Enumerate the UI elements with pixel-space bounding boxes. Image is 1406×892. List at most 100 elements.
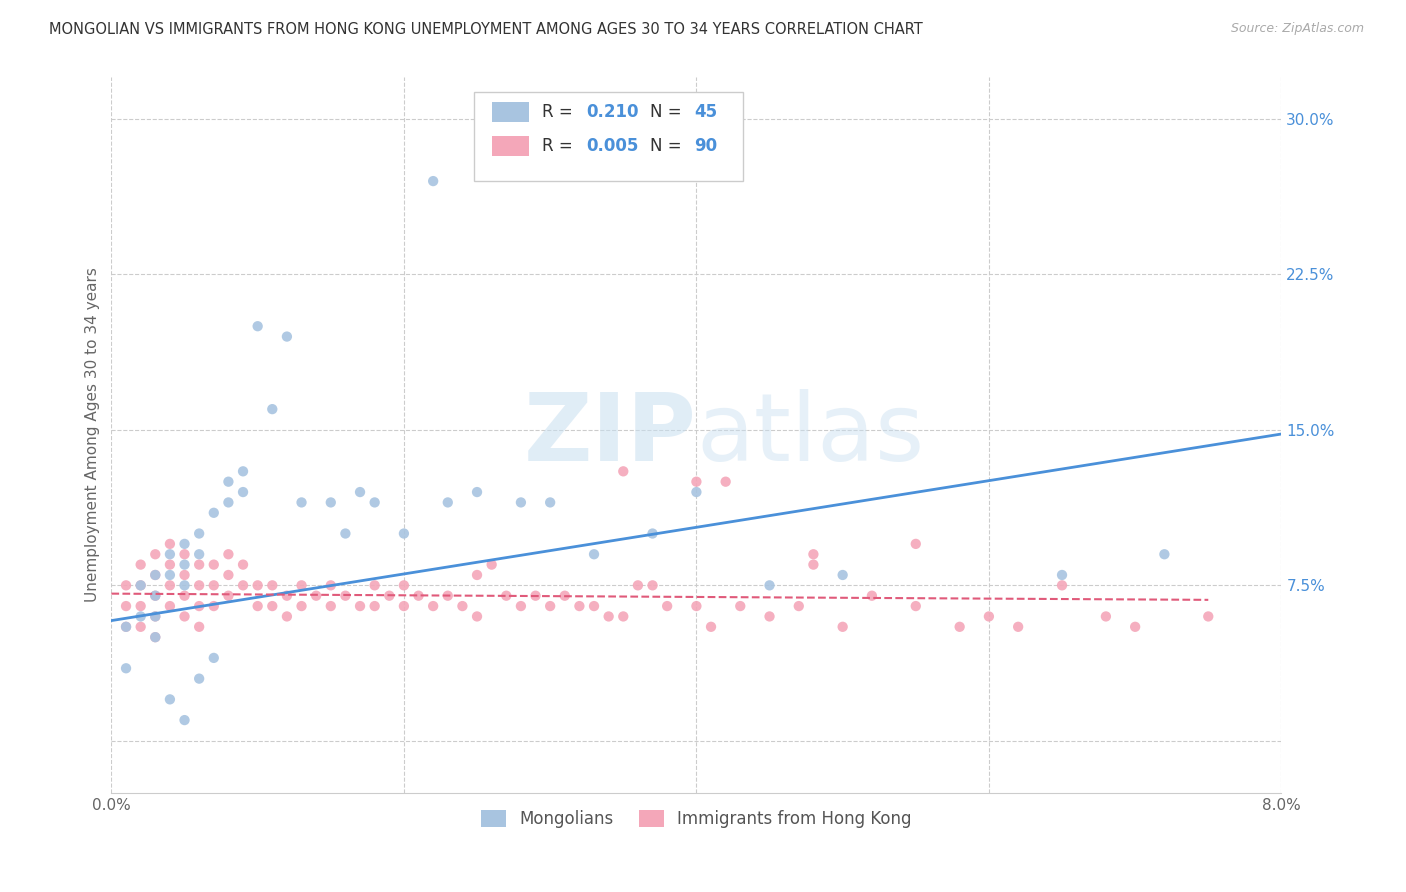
Point: [173, 713, 195, 727]
Point: [217, 568, 239, 582]
Point: [232, 464, 254, 478]
Point: [349, 599, 371, 613]
Point: [949, 620, 972, 634]
Point: [217, 475, 239, 489]
Point: [129, 578, 152, 592]
Point: [173, 609, 195, 624]
Point: [276, 589, 298, 603]
Text: N =: N =: [650, 137, 686, 155]
Point: [1123, 620, 1146, 634]
Point: [436, 589, 458, 603]
Point: [143, 630, 166, 644]
Point: [378, 589, 401, 603]
Point: [143, 589, 166, 603]
Point: [129, 558, 152, 572]
Point: [173, 537, 195, 551]
Point: [465, 568, 488, 582]
Point: [143, 568, 166, 582]
Point: [202, 506, 225, 520]
Point: [290, 578, 312, 592]
Point: [173, 578, 195, 592]
Point: [246, 319, 269, 334]
Point: [481, 558, 503, 572]
Point: [349, 485, 371, 500]
Point: [143, 568, 166, 582]
Point: [641, 526, 664, 541]
Point: [232, 558, 254, 572]
Point: [319, 578, 342, 592]
Point: [159, 599, 181, 613]
Point: [173, 547, 195, 561]
Point: [202, 651, 225, 665]
Point: [159, 537, 181, 551]
Point: [657, 599, 679, 613]
Point: [714, 475, 737, 489]
Point: [232, 485, 254, 500]
Point: [202, 599, 225, 613]
Point: [803, 547, 825, 561]
Point: [1050, 568, 1073, 582]
Point: [408, 589, 430, 603]
Point: [977, 609, 1000, 624]
Point: [582, 547, 605, 561]
Point: [904, 537, 927, 551]
Text: atlas: atlas: [696, 389, 925, 481]
Point: [262, 402, 284, 417]
Point: [363, 495, 385, 509]
Point: [188, 578, 211, 592]
Point: [831, 568, 853, 582]
Point: [363, 578, 385, 592]
Point: [188, 558, 211, 572]
Point: [422, 174, 444, 188]
Text: 45: 45: [695, 103, 717, 121]
Point: [129, 599, 152, 613]
Point: [319, 599, 342, 613]
Text: R =: R =: [541, 137, 578, 155]
Point: [276, 609, 298, 624]
Text: R =: R =: [541, 103, 578, 121]
Point: [758, 578, 780, 592]
Point: [627, 578, 650, 592]
Point: [159, 568, 181, 582]
Point: [202, 578, 225, 592]
Point: [202, 558, 225, 572]
Point: [612, 609, 634, 624]
Point: [143, 609, 166, 624]
Point: [115, 578, 138, 592]
Point: [246, 578, 269, 592]
Point: [262, 578, 284, 592]
Y-axis label: Unemployment Among Ages 30 to 34 years: Unemployment Among Ages 30 to 34 years: [86, 268, 100, 602]
Point: [188, 599, 211, 613]
Point: [217, 495, 239, 509]
Point: [568, 599, 591, 613]
Point: [538, 495, 561, 509]
Point: [173, 558, 195, 572]
Point: [685, 475, 707, 489]
Point: [612, 464, 634, 478]
Point: [276, 329, 298, 343]
Point: [582, 599, 605, 613]
Point: [188, 526, 211, 541]
Text: 0.210: 0.210: [586, 103, 638, 121]
Point: [392, 578, 415, 592]
Point: [129, 578, 152, 592]
Point: [730, 599, 752, 613]
Point: [598, 609, 620, 624]
Point: [538, 599, 561, 613]
Point: [159, 547, 181, 561]
FancyBboxPatch shape: [474, 92, 744, 181]
Point: [143, 547, 166, 561]
Point: [509, 599, 531, 613]
Point: [904, 599, 927, 613]
Point: [115, 620, 138, 634]
Point: [509, 495, 531, 509]
Point: [1153, 547, 1175, 561]
Text: MONGOLIAN VS IMMIGRANTS FROM HONG KONG UNEMPLOYMENT AMONG AGES 30 TO 34 YEARS CO: MONGOLIAN VS IMMIGRANTS FROM HONG KONG U…: [49, 22, 922, 37]
Text: ZIP: ZIP: [523, 389, 696, 481]
Point: [232, 578, 254, 592]
Point: [524, 589, 547, 603]
Point: [860, 589, 883, 603]
Point: [1095, 609, 1118, 624]
Point: [700, 620, 723, 634]
Point: [451, 599, 474, 613]
